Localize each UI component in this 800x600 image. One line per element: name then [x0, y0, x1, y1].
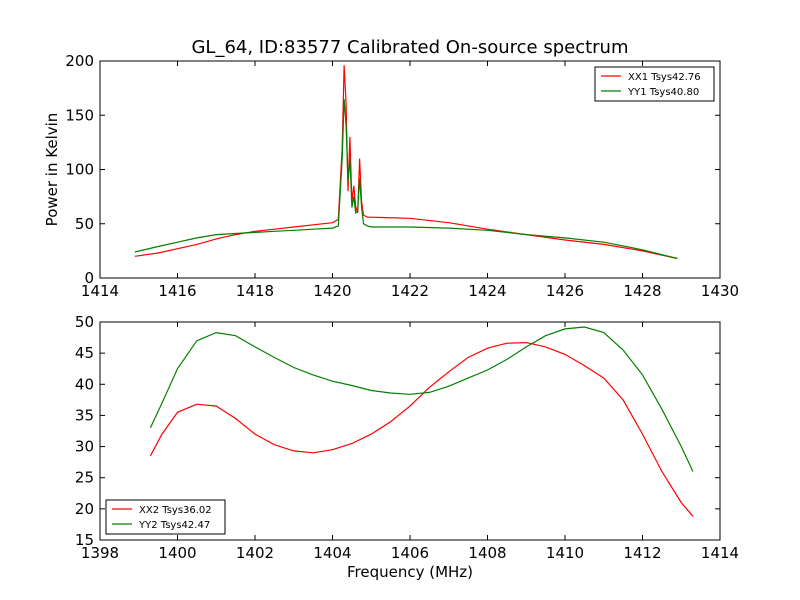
y-tick-label: 40 — [75, 375, 94, 393]
legend-label: XX2 Tsys36.02 — [139, 505, 212, 516]
y-axis-label: Power in Kelvin — [43, 113, 61, 227]
y-tick-label: 30 — [75, 438, 94, 456]
series-line-1 — [149, 341, 694, 517]
legend-box — [105, 499, 226, 535]
legend-box — [594, 66, 715, 102]
x-tick-label: 1400 — [158, 544, 196, 562]
y-tick-label: 50 — [75, 215, 94, 233]
y-tick-label: 15 — [75, 531, 94, 549]
legend: XX1 Tsys42.76 YY1 Tsys40.80 — [594, 66, 715, 102]
x-tick-label: 1424 — [468, 282, 506, 300]
x-tick-label: 1414 — [81, 282, 119, 300]
x-tick-label: 1414 — [701, 544, 739, 562]
y-tick-label: 200 — [65, 52, 94, 70]
y-tick-label: 25 — [75, 469, 94, 487]
series-line-2 — [134, 98, 678, 260]
x-tick-label: 1420 — [313, 282, 351, 300]
chart-title: GL_64, ID:83577 Calibrated On-source spe… — [191, 37, 628, 58]
y-tick-label: 150 — [65, 106, 94, 124]
x-tick-label: 1430 — [701, 282, 739, 300]
top-panel: 1414 1416 1418 1420 1422 1424 1426 1428 1430 0 50 1… — [43, 52, 739, 300]
legend: XX2 Tsys36.02 YY2 Tsys42.47 — [105, 499, 226, 535]
y-tick-label: 35 — [75, 406, 94, 424]
x-tick-label: 1422 — [391, 282, 429, 300]
legend-label: YY1 Tsys40.80 — [627, 87, 699, 98]
y-tick-label: 20 — [75, 500, 94, 518]
y-tick-label: 50 — [75, 313, 94, 331]
series-line-2 — [149, 326, 694, 472]
legend-label: YY2 Tsys42.47 — [138, 520, 210, 531]
x-axis-label: Frequency (MHz) — [347, 563, 473, 581]
x-tick-label: 1402 — [236, 544, 274, 562]
x-tick-label: 1410 — [546, 544, 584, 562]
x-tick-label: 1426 — [546, 282, 584, 300]
x-tick-label: 1398 — [81, 544, 119, 562]
x-tick-label: 1408 — [468, 544, 506, 562]
legend-label: XX1 Tsys42.76 — [628, 72, 701, 83]
x-tick-label: 1416 — [158, 282, 196, 300]
y-tick-label: 45 — [75, 344, 94, 362]
y-tick-label: 100 — [65, 161, 94, 179]
x-tick-label: 1404 — [313, 544, 351, 562]
x-tick-label: 1412 — [623, 544, 661, 562]
bottom-panel: 1398 1400 1402 1404 1406 1408 1410 1412 1414 15 20… — [75, 313, 739, 581]
x-tick-label: 1406 — [391, 544, 429, 562]
x-tick-label: 1418 — [236, 282, 274, 300]
x-tick-label: 1428 — [623, 282, 661, 300]
y-tick-label: 0 — [84, 269, 94, 287]
